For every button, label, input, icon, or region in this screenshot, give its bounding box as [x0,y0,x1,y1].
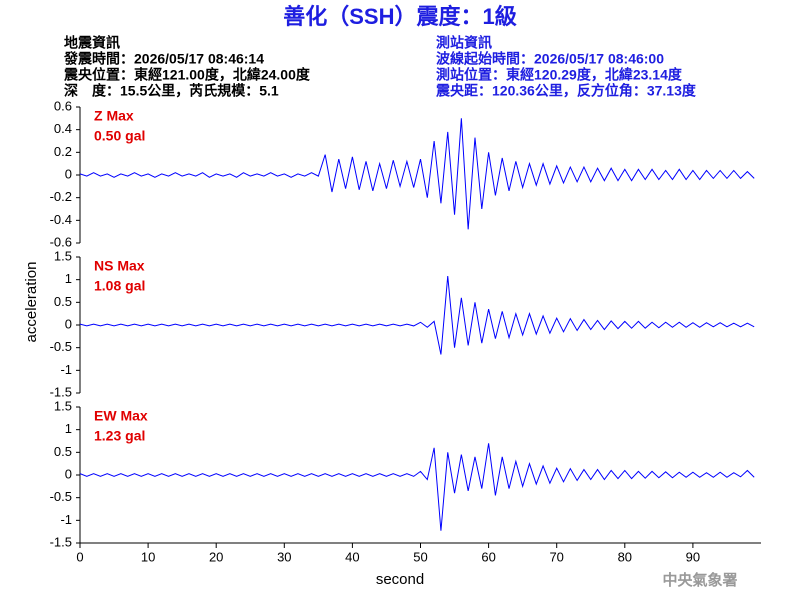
y-tick-label: 0.5 [54,294,72,309]
y-tick-label: 0.4 [54,121,72,136]
y-tick-label: 0.2 [54,144,72,159]
y-tick-label: 0 [65,166,72,181]
panel-max: 1.08 gal [94,278,145,294]
waveform [79,443,755,531]
x-tick-label: 0 [76,549,83,564]
y-tick-label: -0.6 [50,234,72,249]
y-tick-label: 1 [65,271,72,286]
y-tick-label: 0 [65,316,72,331]
info-line: 深 度：15.5公里，芮氏規模：5.1 [64,83,279,99]
info-line: 發震時間：2026/05/17 08:46:14 [63,51,264,67]
info-line: 測站資訊 [436,35,492,51]
y-tick-label: -1.5 [50,384,72,399]
y-tick-label: 0.6 [54,98,72,113]
info-line: 地震資訊 [64,35,120,51]
y-tick-label: -0.2 [50,189,72,204]
info-line: 震央距：120.36公里，反方位角：37.13度 [435,83,697,99]
panel-max: 1.23 gal [94,428,145,444]
panel-name: NS Max [94,258,145,274]
x-tick-label: 50 [413,549,427,564]
x-tick-label: 30 [277,549,291,564]
x-tick-label: 20 [209,549,223,564]
waveform [79,275,755,355]
x-tick-label: 60 [481,549,495,564]
x-axis-label: second [376,571,424,588]
y-tick-label: 0 [65,466,72,481]
y-tick-label: 0.5 [54,444,72,459]
y-tick-label: 1 [65,421,72,436]
x-tick-label: 80 [618,549,632,564]
y-tick-label: -0.5 [50,489,72,504]
y-tick-label: 1.5 [54,248,72,263]
info-line: 震央位置：東經121.00度，北緯24.00度 [63,67,311,83]
panel-name: Z Max [94,108,134,124]
y-tick-label: -1.5 [50,534,72,549]
footer: 中央氣象署 [662,571,737,589]
x-tick-label: 70 [549,549,563,564]
y-tick-label: -1 [60,512,72,527]
y-axis-label: acceleration [23,262,40,343]
y-tick-label: -1 [60,362,72,377]
y-tick-label: -0.5 [50,339,72,354]
waveform [79,118,755,230]
info-line: 波線起始時間：2026/05/17 08:46:00 [436,51,664,67]
x-tick-label: 10 [141,549,155,564]
panel-name: EW Max [94,408,148,424]
y-tick-label: -0.4 [50,212,72,227]
panel-max: 0.50 gal [94,128,145,144]
x-tick-label: 40 [345,549,359,564]
x-tick-label: 90 [686,549,700,564]
chart-title: 善化（SSH）震度：1級 [283,4,516,29]
info-line: 測站位置：東經120.29度，北緯23.14度 [436,67,683,83]
y-tick-label: 1.5 [54,398,72,413]
